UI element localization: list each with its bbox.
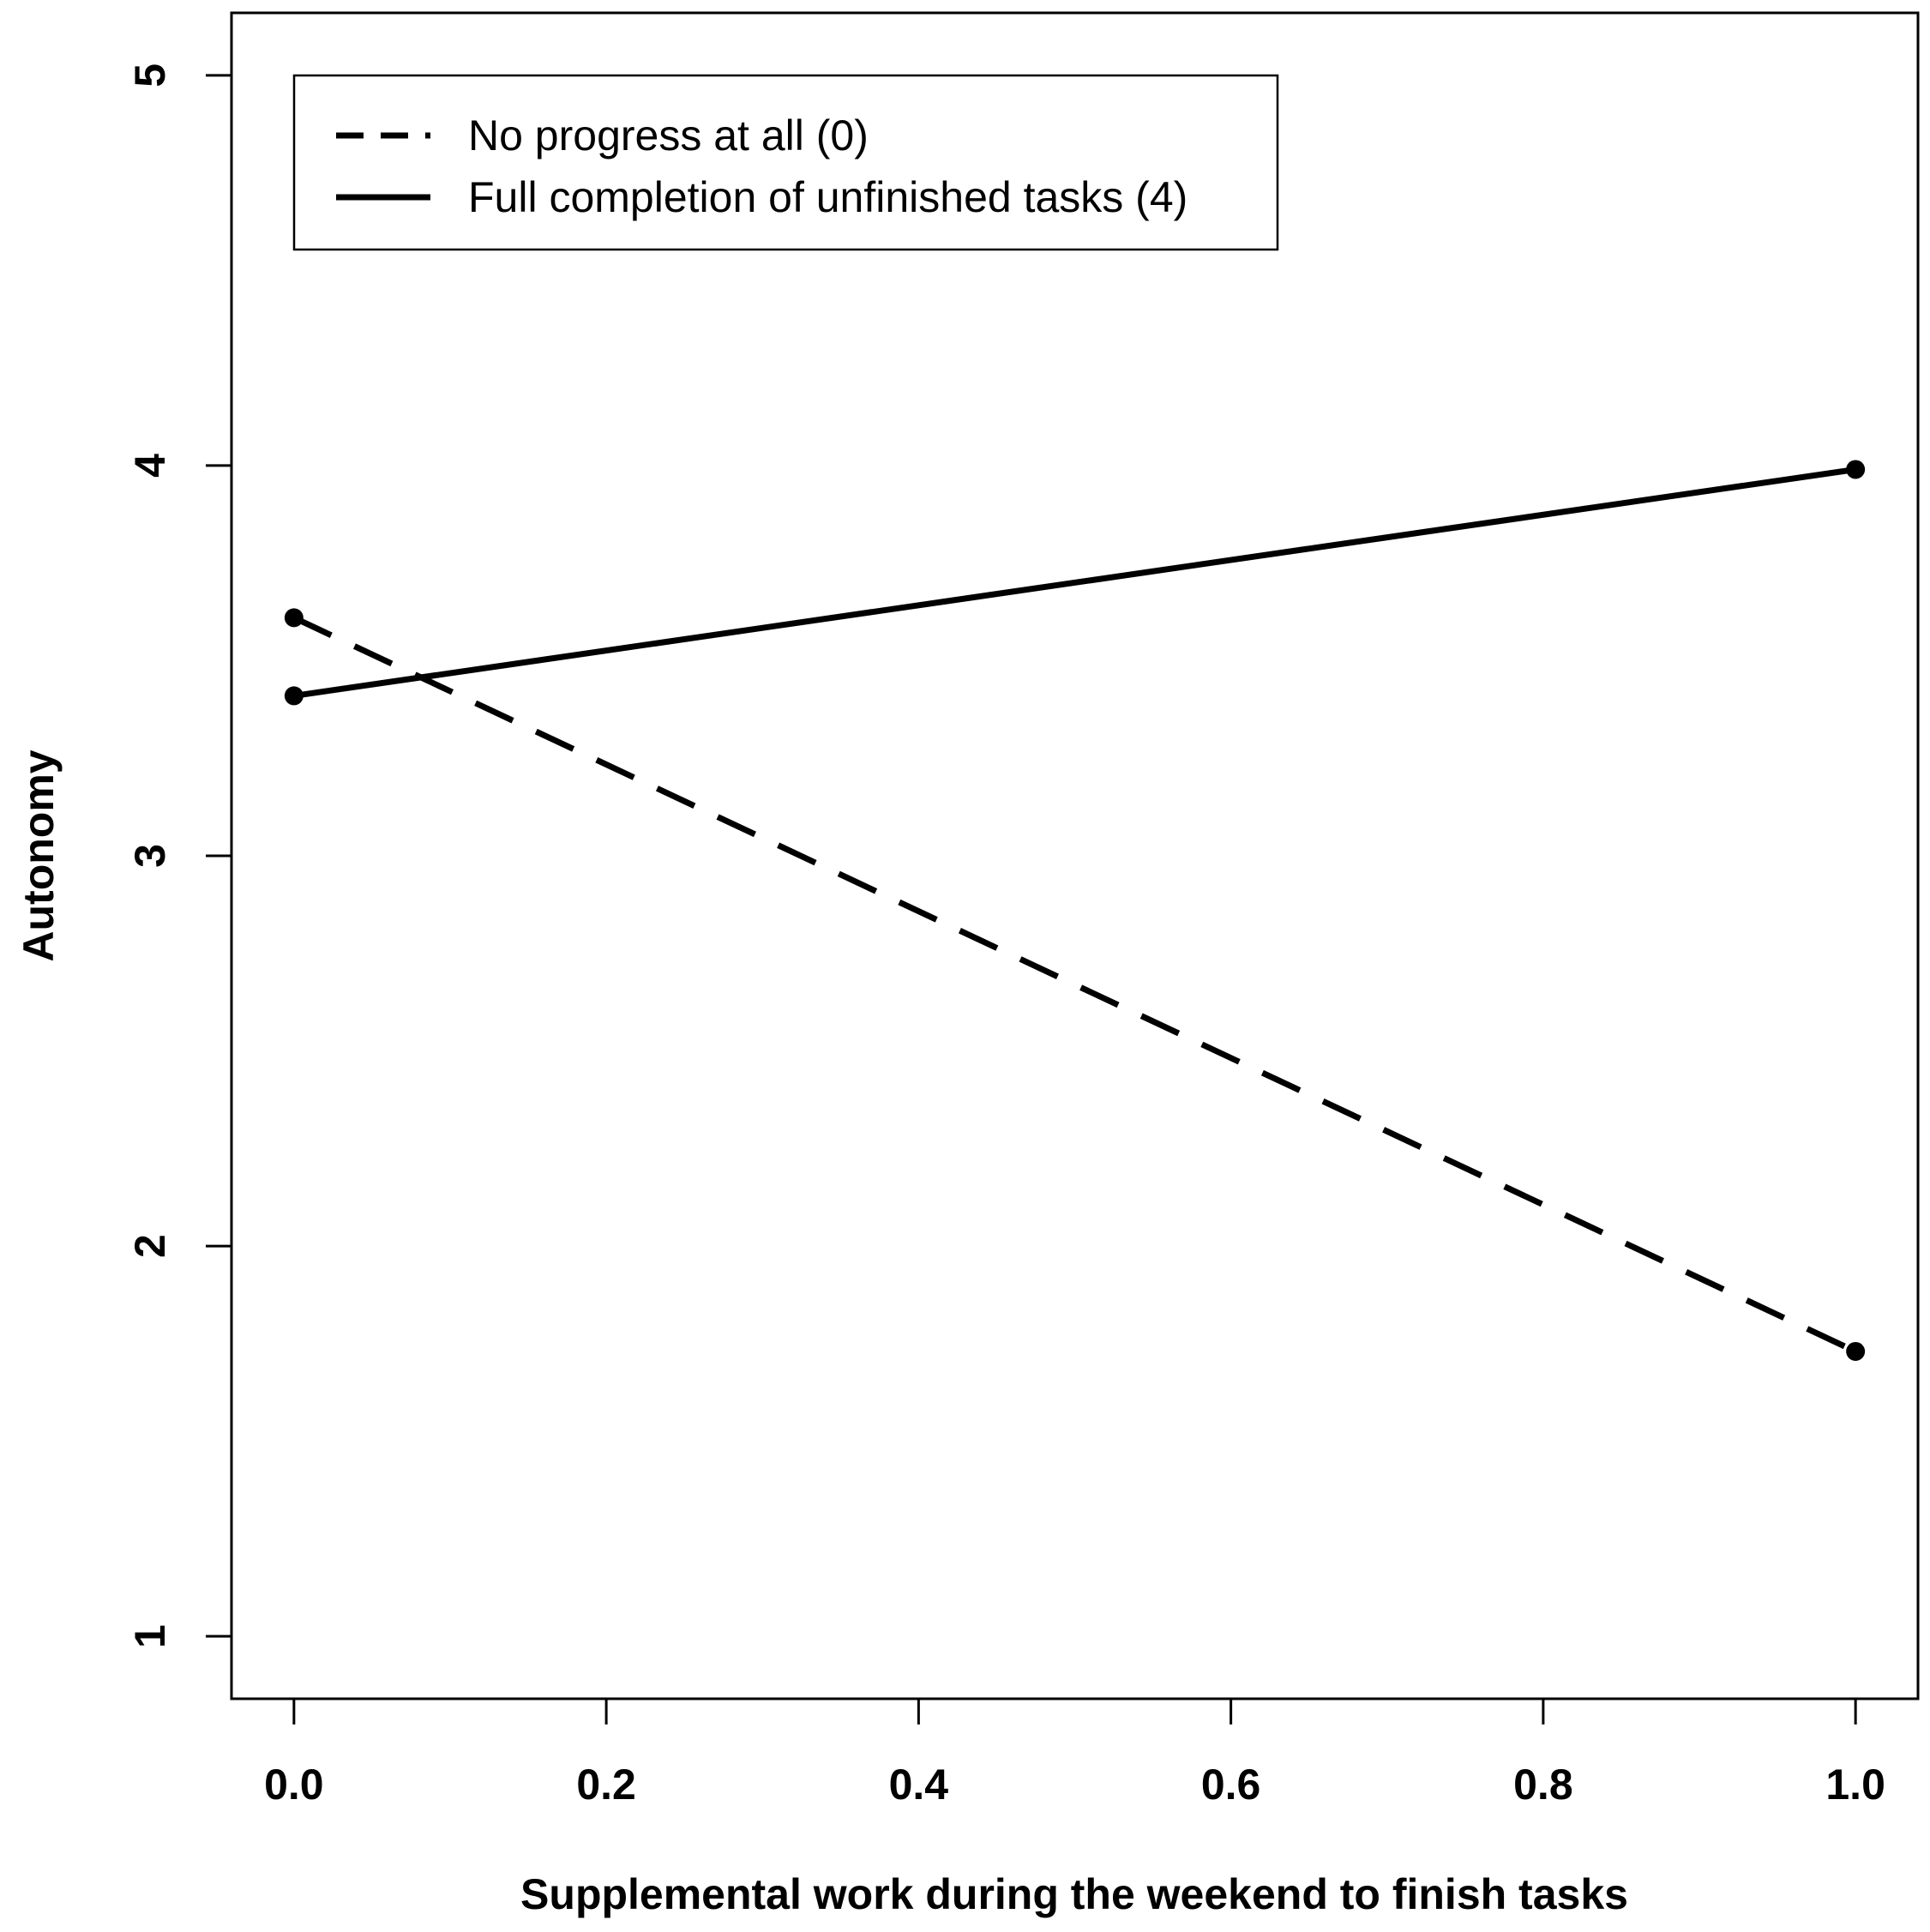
y-tick-label: 4 [126, 454, 174, 478]
x-tick-label: 0.0 [264, 1760, 324, 1809]
series-1-point [284, 686, 304, 706]
y-tick-label: 1 [126, 1624, 174, 1648]
x-tick-label: 1.0 [1825, 1760, 1885, 1809]
x-tick-label: 0.6 [1201, 1760, 1261, 1809]
legend-label-0: No progress at all (0) [468, 111, 869, 159]
series-layer [284, 460, 1866, 1361]
y-axis: 1 2 3 4 5 [126, 63, 231, 1648]
plot-frame [230, 11, 1920, 1700]
series-1-point [1846, 460, 1866, 479]
legend-label-1: Full completion of unfinished tasks (4) [468, 173, 1187, 221]
series-0-point [1846, 1341, 1866, 1361]
legend-box [292, 74, 1279, 251]
series-line-0 [292, 615, 1857, 1355]
x-axis: 0.0 0.2 0.4 0.6 0.8 1.0 [264, 1699, 1885, 1809]
y-tick-label: 2 [126, 1234, 174, 1258]
y-axis-label: Autonomy [15, 749, 63, 961]
x-tick-label: 0.4 [889, 1760, 949, 1809]
series-0-point [284, 608, 304, 628]
y-tick-label: 3 [126, 844, 174, 868]
legend: No progress at all (0) Full completion of… [292, 74, 1279, 251]
x-axis-label: Supplemental work during the weekend to … [520, 1870, 1628, 1918]
y-tick-label: 5 [126, 63, 174, 87]
x-tick-label: 0.8 [1513, 1760, 1573, 1809]
series-line-1 [293, 466, 1856, 699]
x-tick-label: 0.2 [576, 1760, 636, 1809]
